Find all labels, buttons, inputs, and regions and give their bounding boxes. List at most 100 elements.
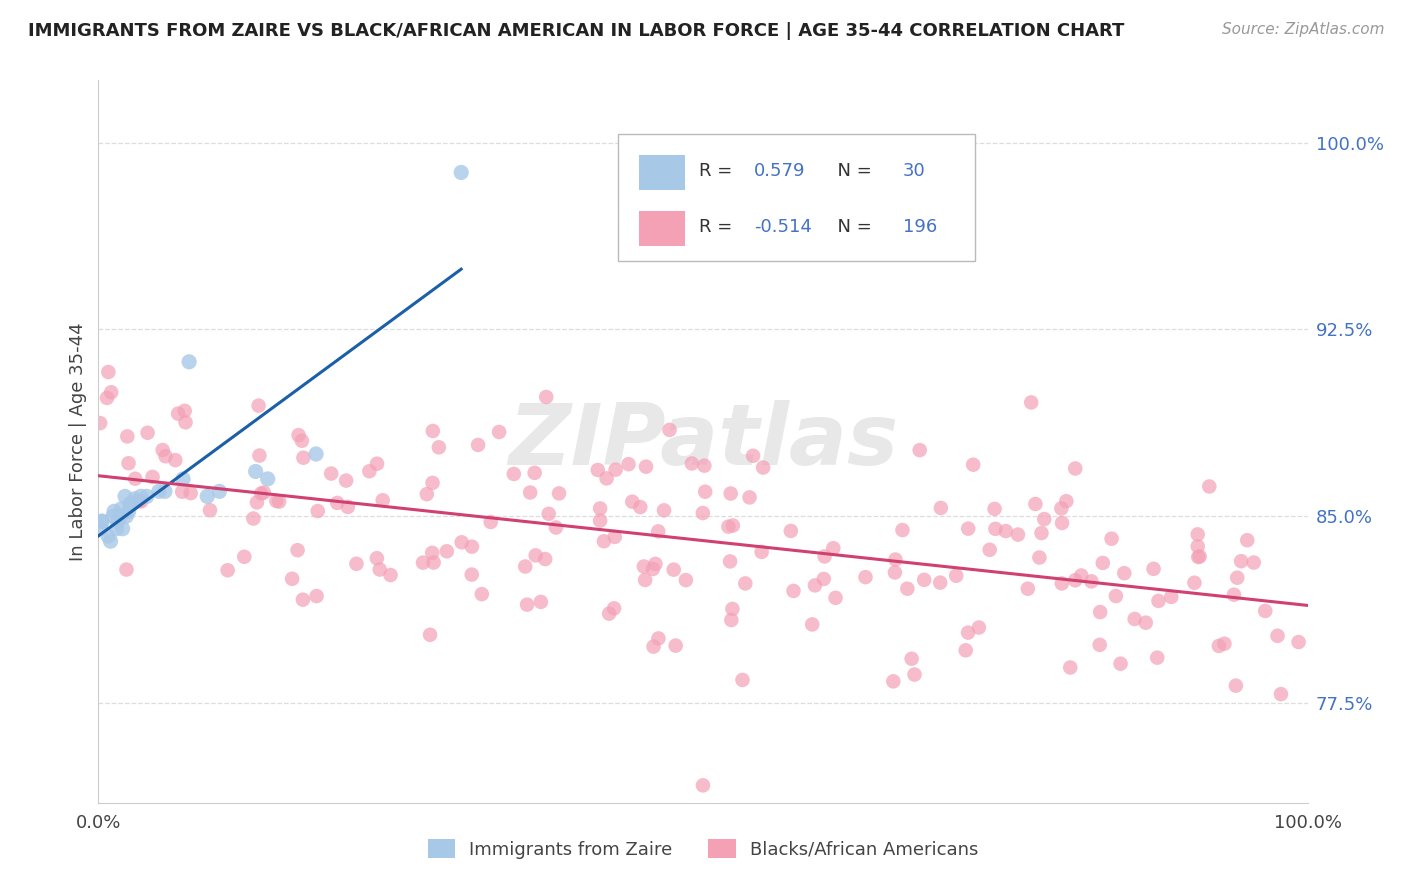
Point bbox=[371, 493, 394, 508]
Point bbox=[110, 501, 132, 516]
Point bbox=[1019, 395, 1042, 409]
Point bbox=[118, 504, 141, 518]
Point bbox=[217, 563, 239, 577]
Point bbox=[471, 587, 494, 601]
Point bbox=[813, 549, 835, 564]
Point bbox=[589, 514, 612, 528]
Point bbox=[595, 471, 617, 485]
Point bbox=[742, 449, 765, 463]
Point bbox=[524, 549, 547, 563]
Point bbox=[717, 519, 740, 533]
Point bbox=[643, 640, 665, 654]
Point bbox=[908, 443, 931, 458]
Point bbox=[103, 504, 125, 518]
Point bbox=[114, 489, 136, 503]
Point bbox=[180, 486, 202, 500]
Point bbox=[291, 434, 314, 448]
Point bbox=[152, 443, 174, 458]
Point bbox=[929, 500, 952, 515]
Point bbox=[516, 598, 538, 612]
Point bbox=[967, 620, 990, 634]
Point bbox=[135, 489, 157, 503]
Point bbox=[256, 472, 278, 486]
Point bbox=[366, 457, 388, 471]
Point bbox=[536, 390, 558, 404]
Point bbox=[336, 500, 359, 514]
Point bbox=[983, 501, 1005, 516]
Point bbox=[665, 639, 688, 653]
Point bbox=[1050, 516, 1073, 530]
Point bbox=[994, 524, 1017, 538]
Point bbox=[141, 470, 163, 484]
Point bbox=[250, 486, 273, 500]
Text: Source: ZipAtlas.com: Source: ZipAtlas.com bbox=[1222, 22, 1385, 37]
Point bbox=[1208, 639, 1230, 653]
Point bbox=[1101, 532, 1123, 546]
Point bbox=[955, 643, 977, 657]
Point bbox=[628, 500, 651, 514]
Point bbox=[647, 524, 669, 539]
Point bbox=[1109, 657, 1132, 671]
Point bbox=[246, 495, 269, 509]
Point bbox=[1254, 604, 1277, 618]
Point bbox=[984, 522, 1007, 536]
Point bbox=[1064, 574, 1087, 588]
Point bbox=[605, 463, 627, 477]
Point bbox=[167, 407, 190, 421]
Point bbox=[287, 428, 309, 442]
Point bbox=[117, 456, 139, 470]
Point bbox=[1050, 501, 1073, 516]
Point bbox=[307, 504, 329, 518]
Point bbox=[136, 425, 159, 440]
Point bbox=[884, 552, 907, 566]
Text: -0.514: -0.514 bbox=[754, 219, 811, 236]
Point bbox=[107, 514, 129, 528]
Point bbox=[1270, 687, 1292, 701]
Point bbox=[641, 562, 664, 576]
Point bbox=[1226, 571, 1249, 585]
Text: IMMIGRANTS FROM ZAIRE VS BLACK/AFRICAN AMERICAN IN LABOR FORCE | AGE 35-44 CORRE: IMMIGRANTS FROM ZAIRE VS BLACK/AFRICAN A… bbox=[28, 22, 1125, 40]
Point bbox=[884, 566, 907, 580]
Point bbox=[1187, 540, 1209, 554]
Point bbox=[1135, 615, 1157, 630]
Point bbox=[419, 628, 441, 642]
Text: 0.579: 0.579 bbox=[754, 162, 806, 180]
Y-axis label: In Labor Force | Age 35-44: In Labor Force | Age 35-44 bbox=[69, 322, 87, 561]
Point bbox=[121, 497, 143, 511]
Point bbox=[979, 542, 1001, 557]
Point bbox=[165, 453, 187, 467]
Text: 196: 196 bbox=[903, 219, 936, 236]
Point bbox=[945, 568, 967, 582]
Point bbox=[752, 460, 775, 475]
Point bbox=[97, 529, 120, 543]
Point bbox=[172, 484, 194, 499]
Point bbox=[903, 667, 925, 681]
Point bbox=[824, 591, 846, 605]
Point bbox=[1091, 556, 1114, 570]
Point bbox=[779, 524, 801, 538]
Point bbox=[662, 563, 685, 577]
Point bbox=[1088, 638, 1111, 652]
Point bbox=[738, 491, 761, 505]
Point bbox=[305, 589, 328, 603]
Point bbox=[617, 457, 640, 471]
Point bbox=[891, 523, 914, 537]
Point bbox=[720, 486, 742, 500]
Point bbox=[882, 674, 904, 689]
Point bbox=[195, 489, 218, 503]
Point bbox=[502, 467, 524, 481]
Point bbox=[292, 450, 315, 465]
Point bbox=[801, 617, 824, 632]
Point bbox=[105, 522, 128, 536]
Point bbox=[534, 552, 557, 566]
Point bbox=[416, 487, 439, 501]
Point bbox=[153, 484, 176, 499]
Point bbox=[1187, 549, 1209, 564]
Point bbox=[366, 551, 388, 566]
Point bbox=[420, 546, 443, 560]
Point bbox=[1142, 562, 1164, 576]
Point bbox=[1184, 575, 1206, 590]
Point bbox=[1160, 590, 1182, 604]
Point bbox=[148, 484, 170, 499]
Point bbox=[129, 489, 152, 503]
